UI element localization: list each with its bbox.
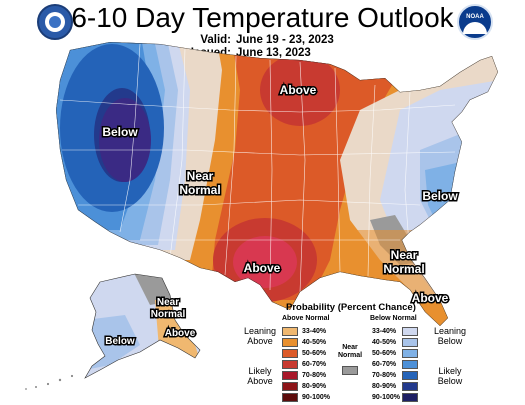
- legend-above-range-2: 50-60%: [302, 350, 327, 357]
- legend-below-swatch-3: [402, 360, 418, 369]
- legend-above-range-5: 80-90%: [302, 383, 327, 390]
- doc-seal-icon: [37, 4, 73, 40]
- legend-likely-below: Likely Below: [437, 366, 463, 386]
- legend-leaning-above: Leaning Above: [243, 326, 277, 346]
- legend-leaning-below: Leaning Below: [433, 326, 467, 346]
- legend-below-swatch-0: [402, 327, 418, 336]
- legend-above-swatch-1: [282, 338, 298, 347]
- label-above-florida: Above: [412, 291, 449, 305]
- legend-below-range-6: 90-100%: [372, 394, 401, 401]
- legend-above-range-4: 70-80%: [302, 372, 327, 379]
- conus-outline: [56, 42, 498, 326]
- legend-title: Probability (Percent Chance): [286, 302, 416, 313]
- issued-value: June 13, 2023: [236, 47, 311, 59]
- legend-above-swatch-4: [282, 371, 298, 380]
- legend-below-range-0: 33-40%: [372, 328, 397, 335]
- alaska-outline: [84, 273, 201, 379]
- legend-above-range-3: 60-70%: [302, 361, 327, 368]
- aleutian-islands: [25, 374, 74, 390]
- label-near-normal-se-2: Normal: [383, 262, 424, 276]
- noaa-logo-text: NOAA: [466, 14, 484, 20]
- state-borders: [59, 43, 456, 293]
- legend-above-swatch-6: [282, 393, 298, 402]
- legend-below-swatch-4: [402, 371, 418, 380]
- label-below-east: Below: [422, 189, 458, 203]
- legend-below-swatch-6: [402, 393, 418, 402]
- label-near-normal-central-2: Normal: [179, 183, 220, 197]
- legend-above-swatch-0: [282, 327, 298, 336]
- label-near-normal-central-1: Near: [187, 169, 214, 183]
- legend-above-range-6: 90-100%: [302, 394, 331, 401]
- valid-value: June 19 - 23, 2023: [236, 34, 334, 46]
- legend-below-swatch-2: [402, 349, 418, 358]
- legend-below-range-5: 80-90%: [372, 383, 397, 390]
- legend-above-header: Above Normal: [282, 315, 330, 322]
- legend-below-range-4: 70-80%: [372, 372, 397, 379]
- legend-near-normal: Near Normal: [338, 344, 363, 359]
- noaa-logo-icon: NOAA: [457, 4, 493, 40]
- label-above-ak: Above: [165, 328, 196, 339]
- legend-above-range-0: 33-40%: [302, 328, 327, 335]
- legend-above-swatch-5: [282, 382, 298, 391]
- legend-below-range-1: 40-50%: [372, 339, 397, 346]
- legend-below-swatch-5: [402, 382, 418, 391]
- date-info: Valid:June 19 - 23, 2023 Issued:June 13,…: [184, 34, 334, 60]
- map-title: 6-10 Day Temperature Outlook: [71, 2, 454, 33]
- label-near-normal-ak-2: Normal: [151, 309, 186, 320]
- legend-below-header: Below Normal: [370, 315, 417, 322]
- label-above-south: Above: [244, 261, 281, 275]
- legend-below-range-3: 60-70%: [372, 361, 397, 368]
- legend-above-swatch-3: [282, 360, 298, 369]
- legend-below-range-2: 50-60%: [372, 350, 397, 357]
- legend-above-swatch-2: [282, 349, 298, 358]
- label-near-normal-ak-1: Near: [157, 297, 179, 308]
- legend-near-swatch: [342, 366, 358, 375]
- label-above-north: Above: [280, 83, 317, 97]
- legend-below-swatch-1: [402, 338, 418, 347]
- label-below-west: Below: [102, 125, 138, 139]
- label-below-ak: Below: [105, 336, 135, 347]
- legend-above-range-1: 40-50%: [302, 339, 327, 346]
- legend-likely-above: Likely Above: [247, 366, 273, 386]
- valid-label: Valid:: [200, 34, 231, 46]
- label-near-normal-se-1: Near: [391, 248, 418, 262]
